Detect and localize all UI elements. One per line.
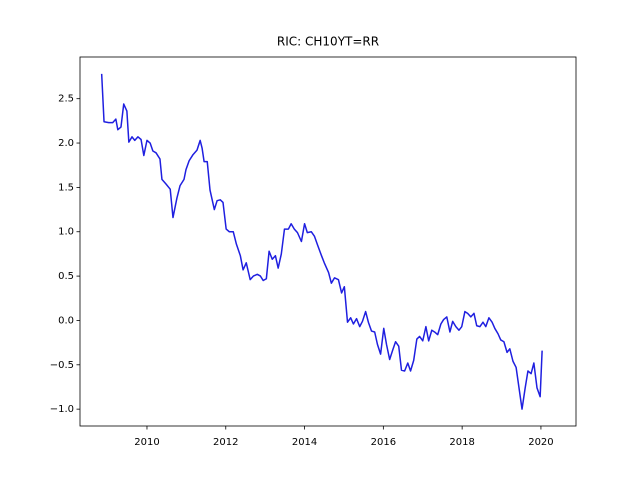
y-tick-label: 2.0 xyxy=(58,138,74,149)
x-tick-label: 2016 xyxy=(371,437,396,448)
x-tick-label: 2018 xyxy=(449,437,474,448)
y-tick-label: 2.5 xyxy=(58,94,74,105)
y-tick-label: −1.0 xyxy=(50,404,74,415)
x-tick-label: 2010 xyxy=(134,437,159,448)
plot-frame xyxy=(79,56,577,427)
y-tick-label: 0.0 xyxy=(58,315,74,326)
chart-title: RIC: CH10YT=RR xyxy=(277,35,379,49)
y-tick-label: 1.5 xyxy=(58,182,74,193)
x-tick-label: 2020 xyxy=(528,437,553,448)
data-line xyxy=(100,73,543,410)
y-tick-label: 0.5 xyxy=(58,271,74,282)
y-tick-label: −0.5 xyxy=(50,360,74,371)
x-tick-label: 2014 xyxy=(292,437,317,448)
x-tick-label: 2012 xyxy=(213,437,238,448)
y-tick-label: 1.0 xyxy=(58,227,74,238)
